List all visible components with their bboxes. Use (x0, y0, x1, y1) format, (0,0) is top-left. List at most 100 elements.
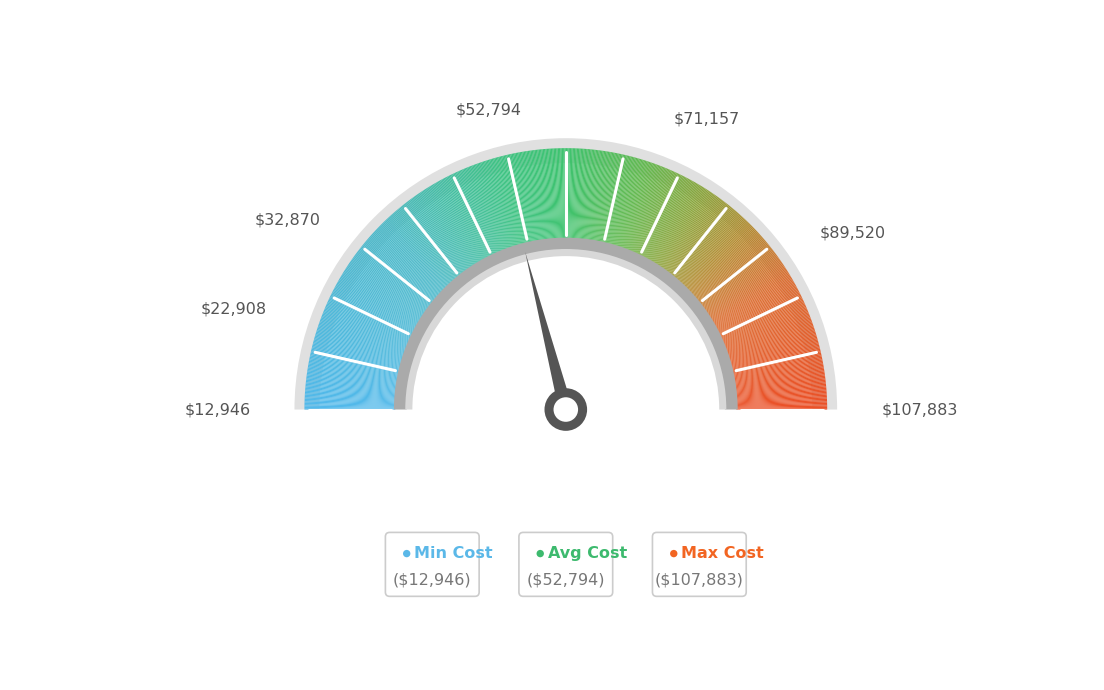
Wedge shape (701, 250, 774, 306)
Wedge shape (736, 406, 827, 408)
Wedge shape (306, 386, 396, 395)
Wedge shape (603, 155, 624, 244)
Wedge shape (629, 167, 665, 252)
Wedge shape (403, 204, 460, 276)
Wedge shape (317, 328, 404, 357)
Wedge shape (664, 196, 718, 270)
Wedge shape (510, 154, 530, 243)
Wedge shape (319, 321, 405, 353)
Wedge shape (484, 161, 513, 248)
Wedge shape (312, 342, 401, 366)
Wedge shape (688, 226, 754, 291)
Wedge shape (731, 343, 819, 367)
Wedge shape (400, 207, 458, 278)
Wedge shape (329, 297, 412, 337)
Wedge shape (728, 328, 815, 357)
Wedge shape (428, 187, 477, 265)
Wedge shape (676, 210, 735, 280)
Wedge shape (432, 184, 479, 264)
Wedge shape (346, 267, 423, 317)
Wedge shape (734, 374, 825, 387)
Circle shape (544, 388, 587, 431)
Wedge shape (721, 299, 804, 339)
Wedge shape (732, 348, 820, 371)
Wedge shape (666, 198, 721, 272)
Wedge shape (338, 280, 417, 326)
Wedge shape (650, 182, 697, 262)
Wedge shape (308, 366, 397, 382)
Wedge shape (305, 406, 395, 408)
Wedge shape (688, 228, 754, 292)
Wedge shape (692, 234, 760, 295)
Wedge shape (712, 275, 790, 323)
Wedge shape (731, 346, 819, 369)
Wedge shape (701, 251, 775, 307)
Wedge shape (710, 270, 787, 319)
Wedge shape (339, 279, 418, 325)
Wedge shape (317, 330, 403, 359)
Wedge shape (353, 257, 427, 310)
Wedge shape (684, 221, 749, 288)
Wedge shape (723, 308, 807, 344)
Wedge shape (329, 298, 412, 338)
Wedge shape (687, 226, 753, 290)
Wedge shape (371, 235, 439, 296)
Wedge shape (331, 293, 413, 335)
Wedge shape (439, 180, 485, 260)
Wedge shape (533, 150, 545, 240)
Wedge shape (416, 194, 469, 270)
Wedge shape (359, 248, 432, 305)
Wedge shape (636, 171, 675, 255)
Wedge shape (697, 242, 767, 301)
Wedge shape (444, 178, 487, 259)
Wedge shape (468, 166, 503, 251)
Wedge shape (723, 310, 808, 345)
Wedge shape (449, 175, 491, 257)
Wedge shape (544, 149, 552, 239)
Wedge shape (613, 158, 639, 246)
Wedge shape (443, 179, 486, 259)
Wedge shape (648, 181, 693, 261)
Text: $89,520: $89,520 (820, 225, 887, 240)
Wedge shape (321, 317, 406, 350)
Wedge shape (634, 170, 671, 253)
Wedge shape (562, 148, 564, 239)
Wedge shape (719, 295, 802, 335)
Wedge shape (380, 225, 445, 290)
Wedge shape (662, 194, 715, 270)
Wedge shape (308, 362, 399, 380)
Wedge shape (359, 249, 431, 306)
Wedge shape (309, 357, 399, 376)
Wedge shape (709, 267, 786, 317)
Wedge shape (376, 228, 443, 292)
Wedge shape (732, 350, 820, 371)
Wedge shape (646, 179, 690, 259)
Wedge shape (435, 182, 481, 262)
Wedge shape (373, 232, 440, 294)
Wedge shape (708, 264, 784, 315)
Wedge shape (368, 238, 437, 298)
Wedge shape (731, 344, 819, 368)
Wedge shape (723, 310, 808, 346)
Wedge shape (465, 168, 500, 253)
Wedge shape (495, 158, 520, 246)
Wedge shape (718, 290, 798, 332)
Wedge shape (622, 163, 654, 249)
Wedge shape (314, 338, 402, 364)
Text: $32,870: $32,870 (255, 213, 321, 227)
Wedge shape (458, 170, 497, 254)
Wedge shape (306, 380, 396, 391)
Wedge shape (703, 255, 777, 309)
Wedge shape (715, 284, 796, 328)
Wedge shape (673, 207, 732, 278)
Wedge shape (492, 158, 519, 246)
Wedge shape (393, 213, 454, 282)
Wedge shape (485, 161, 514, 248)
Wedge shape (586, 150, 598, 240)
Wedge shape (734, 371, 825, 386)
Wedge shape (411, 198, 466, 272)
Wedge shape (615, 159, 643, 246)
FancyBboxPatch shape (652, 533, 746, 596)
Wedge shape (681, 217, 744, 285)
Wedge shape (622, 162, 651, 248)
